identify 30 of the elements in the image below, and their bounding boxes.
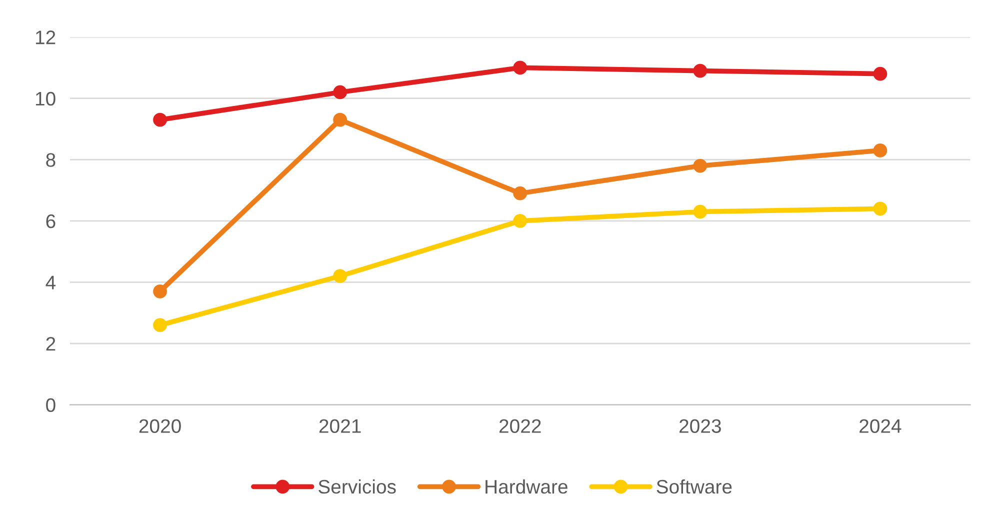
- point: [873, 66, 888, 81]
- x-tick-label: 2020: [139, 419, 181, 433]
- y-tick-label: 4: [46, 276, 56, 290]
- point: [873, 202, 888, 216]
- point: [153, 318, 167, 332]
- point: [153, 284, 167, 298]
- legend-label: Software: [656, 479, 732, 494]
- point: [513, 214, 528, 228]
- y-tick-label: 0: [46, 398, 56, 412]
- point: [693, 64, 708, 78]
- x-tick-label: 2024: [860, 419, 902, 433]
- point: [153, 112, 167, 127]
- y-tick-label: 2: [46, 336, 56, 351]
- legend-label: Hardware: [486, 479, 568, 494]
- point: [333, 85, 348, 100]
- point: [333, 112, 348, 127]
- point: [693, 204, 708, 219]
- point: [873, 144, 888, 158]
- y-tick-label: 8: [46, 153, 56, 167]
- x-tick-label: 2022: [499, 419, 541, 433]
- point: [333, 269, 348, 284]
- y-tick-label: 6: [46, 214, 56, 228]
- point: [513, 186, 528, 200]
- x-tick-label: 2021: [319, 419, 361, 433]
- y-tick-label: 12: [36, 30, 56, 44]
- legend-label: Servicios: [318, 479, 396, 494]
- point: [693, 158, 708, 173]
- y-tick-label: 10: [36, 92, 56, 106]
- x-tick-label: 2023: [680, 419, 721, 433]
- point: [513, 60, 528, 75]
